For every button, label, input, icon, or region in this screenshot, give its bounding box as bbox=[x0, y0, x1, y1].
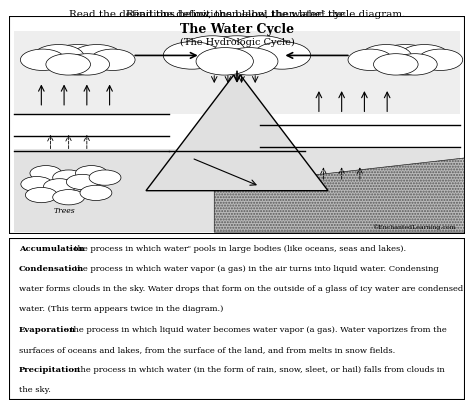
Circle shape bbox=[72, 44, 122, 69]
Circle shape bbox=[44, 179, 75, 194]
Text: water forms clouds in the sky. Water drops that form on the outside of a glass o: water forms clouds in the sky. Water dro… bbox=[18, 285, 463, 293]
Circle shape bbox=[91, 49, 135, 70]
Circle shape bbox=[348, 49, 392, 70]
Bar bbox=[14, 149, 460, 232]
Text: The Water Cycle: The Water Cycle bbox=[180, 23, 294, 36]
Text: ©EnchantedLearning.com: ©EnchantedLearning.com bbox=[372, 224, 456, 230]
Circle shape bbox=[361, 44, 412, 69]
Circle shape bbox=[254, 42, 311, 69]
Circle shape bbox=[374, 44, 437, 75]
Circle shape bbox=[89, 170, 121, 185]
Circle shape bbox=[229, 36, 294, 67]
Circle shape bbox=[220, 48, 278, 75]
Circle shape bbox=[80, 185, 112, 200]
Circle shape bbox=[20, 49, 65, 70]
Circle shape bbox=[399, 44, 450, 69]
Text: Evaporation: Evaporation bbox=[18, 326, 76, 334]
Polygon shape bbox=[214, 158, 465, 232]
Circle shape bbox=[163, 42, 220, 69]
Text: Trees: Trees bbox=[53, 207, 75, 215]
Circle shape bbox=[196, 48, 254, 75]
Circle shape bbox=[53, 189, 84, 205]
Circle shape bbox=[180, 36, 245, 67]
Circle shape bbox=[75, 166, 107, 181]
Circle shape bbox=[196, 36, 278, 75]
Text: Accumulation: Accumulation bbox=[18, 245, 84, 253]
Text: (The Hydrologic Cycle): (The Hydrologic Cycle) bbox=[180, 38, 294, 47]
Text: - the process in which water (in the form of rain, snow, sleet, or hail) falls f: - the process in which water (in the for… bbox=[69, 366, 445, 374]
Text: Precipitation: Precipitation bbox=[18, 366, 81, 374]
Circle shape bbox=[392, 54, 437, 75]
Text: Read the definitions below, then label the: Read the definitions below, then label t… bbox=[126, 10, 348, 19]
Text: water. (This term appears twice in the diagram.): water. (This term appears twice in the d… bbox=[18, 305, 223, 314]
Circle shape bbox=[374, 54, 418, 75]
Circle shape bbox=[33, 44, 84, 69]
Circle shape bbox=[46, 54, 91, 75]
Polygon shape bbox=[146, 71, 328, 191]
Text: - the process in which water vapor (a gas) in the air turns into liquid water. C: - the process in which water vapor (a ga… bbox=[66, 265, 438, 273]
Text: Condensation: Condensation bbox=[18, 265, 84, 273]
Circle shape bbox=[65, 54, 109, 75]
Circle shape bbox=[26, 187, 57, 203]
Circle shape bbox=[418, 49, 463, 70]
Text: Read the definitions below, then label the waterᶜ cycle diagram.: Read the definitions below, then label t… bbox=[69, 10, 405, 19]
Text: surfaces of oceans and lakes, from the surface of the land, and from melts in sn: surfaces of oceans and lakes, from the s… bbox=[18, 346, 395, 354]
Text: - the process in which liquid water becomes water vapor (a gas). Water vaporizes: - the process in which liquid water beco… bbox=[62, 326, 447, 334]
Circle shape bbox=[66, 175, 98, 189]
Bar bbox=[14, 32, 460, 114]
Circle shape bbox=[21, 177, 53, 192]
Circle shape bbox=[30, 166, 62, 181]
Text: the sky.: the sky. bbox=[18, 386, 50, 394]
Circle shape bbox=[46, 44, 109, 75]
Text: - the process in which waterᶜ pools in large bodies (like oceans, seas and lakes: - the process in which waterᶜ pools in l… bbox=[66, 245, 406, 253]
Circle shape bbox=[53, 170, 84, 185]
